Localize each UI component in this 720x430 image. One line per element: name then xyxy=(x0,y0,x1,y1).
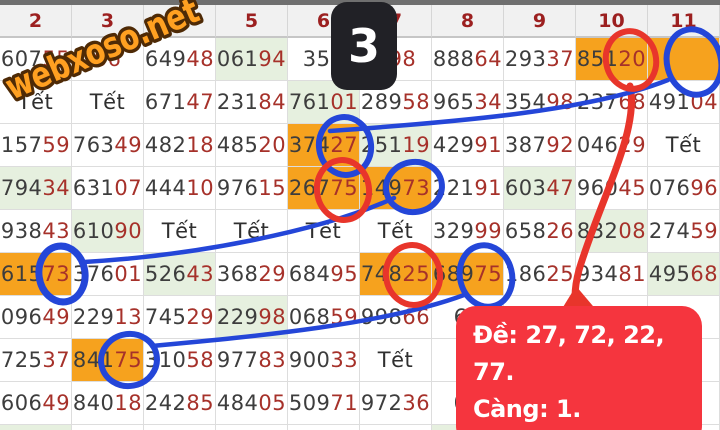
table-cell: 509 71 xyxy=(288,382,360,425)
table-cell: 310 58 xyxy=(144,339,216,382)
table-cell: 221 91 xyxy=(432,167,504,210)
partial-row-cell xyxy=(288,425,360,430)
table-cell: 832 08 xyxy=(576,210,648,253)
table-cell: Tết xyxy=(360,339,432,382)
table-cell: 293 37 xyxy=(504,38,576,81)
table-cell: 368 29 xyxy=(216,253,288,296)
table-cell: Tết xyxy=(360,210,432,253)
partial-row-cell xyxy=(72,425,144,430)
partial-row-cell xyxy=(144,425,216,430)
table-cell: 229 13 xyxy=(72,296,144,339)
table-cell: 607 55 xyxy=(0,38,72,81)
table-cell: 794 34 xyxy=(0,167,72,210)
table-cell: 186 25 xyxy=(504,253,576,296)
table-cell: 526 43 xyxy=(144,253,216,296)
table-cell: 495 68 xyxy=(648,253,720,296)
table-cell: 684 95 xyxy=(288,253,360,296)
partial-row-cell xyxy=(216,425,288,430)
table-cell: 046 29 xyxy=(576,124,648,167)
table-cell: 841 75 xyxy=(72,339,144,382)
overlay-badge: 3 xyxy=(331,2,397,90)
table-cell: 900 33 xyxy=(288,339,360,382)
table-cell: 076 96 xyxy=(648,167,720,210)
partial-row-cell xyxy=(0,425,72,430)
table-cell: 748 25 xyxy=(360,253,432,296)
table-cell: Tết xyxy=(144,210,216,253)
table-cell: 725 37 xyxy=(0,339,72,382)
table-cell: 976 15 xyxy=(216,167,288,210)
table-cell: 840 18 xyxy=(72,382,144,425)
table-cell: 061 94 xyxy=(216,38,288,81)
table-cell: 387 92 xyxy=(504,124,576,167)
table-cell: 491 04 xyxy=(648,81,720,124)
table-cell: 972 36 xyxy=(360,382,432,425)
table-cell: 329 99 xyxy=(432,210,504,253)
column-header: 5 xyxy=(216,5,288,38)
table-cell: 485 20 xyxy=(216,124,288,167)
table-cell: 689 75 xyxy=(432,253,504,296)
table-cell: 374 27 xyxy=(288,124,360,167)
table-cell: 231 84 xyxy=(216,81,288,124)
table-cell: 237 68 xyxy=(576,81,648,124)
table-cell: 242 85 xyxy=(144,382,216,425)
column-header: 2 xyxy=(0,5,72,38)
table-cell: 354 98 xyxy=(504,81,576,124)
table-cell: 610 90 xyxy=(72,210,144,253)
table-cell: Tết xyxy=(216,210,288,253)
column-header: 8 xyxy=(432,5,504,38)
table-cell: 484 05 xyxy=(216,382,288,425)
column-header: 3 xyxy=(72,5,144,38)
table-cell: 960 45 xyxy=(576,167,648,210)
table-cell: 444 10 xyxy=(144,167,216,210)
callout-cang-line: Càng: 1. xyxy=(473,395,581,423)
table-cell: 482 18 xyxy=(144,124,216,167)
table-cell: 745 29 xyxy=(144,296,216,339)
table-cell: 888 64 xyxy=(432,38,504,81)
table-cell: 096 49 xyxy=(0,296,72,339)
table-cell: 376 01 xyxy=(72,253,144,296)
table-cell: 851 20 xyxy=(576,38,648,81)
column-header: 11 xyxy=(648,5,720,38)
partial-row-cell xyxy=(360,425,432,430)
table-cell xyxy=(648,38,720,81)
column-header: 10 xyxy=(576,5,648,38)
table-cell: 934 81 xyxy=(576,253,648,296)
table-cell: Tết xyxy=(72,81,144,124)
table-cell: 658 26 xyxy=(504,210,576,253)
table-cell: 998 66 xyxy=(360,296,432,339)
column-header: 9 xyxy=(504,5,576,38)
table-cell: 938 43 xyxy=(0,210,72,253)
table-cell: 631 07 xyxy=(72,167,144,210)
table-cell: 965 34 xyxy=(432,81,504,124)
table-cell: 615 73 xyxy=(0,253,72,296)
table-cell: 649 48 xyxy=(144,38,216,81)
table-cell: 157 59 xyxy=(0,124,72,167)
table-cell: 274 59 xyxy=(648,210,720,253)
table-cell: Tết xyxy=(288,210,360,253)
table-cell: 66 xyxy=(72,38,144,81)
table-cell: 977 83 xyxy=(216,339,288,382)
table-cell: 606 49 xyxy=(0,382,72,425)
table-cell: Tết xyxy=(0,81,72,124)
table-cell: 763 49 xyxy=(72,124,144,167)
table-cell: Tết xyxy=(648,124,720,167)
table-cell: 068 59 xyxy=(288,296,360,339)
table-cell: 603 47 xyxy=(504,167,576,210)
table-cell: 251 19 xyxy=(360,124,432,167)
callout-de-line: Đề: 27, 72, 22, 77. xyxy=(473,321,665,386)
column-header: 4 xyxy=(144,5,216,38)
prediction-callout: Đề: 27, 72, 22, 77. Càng: 1. Chốt: 172. xyxy=(456,306,702,430)
table-cell: 429 91 xyxy=(432,124,504,167)
table-cell: 267 75 xyxy=(288,167,360,210)
table-cell: 671 47 xyxy=(144,81,216,124)
table-cell: 149 73 xyxy=(360,167,432,210)
table-cell: 229 98 xyxy=(216,296,288,339)
